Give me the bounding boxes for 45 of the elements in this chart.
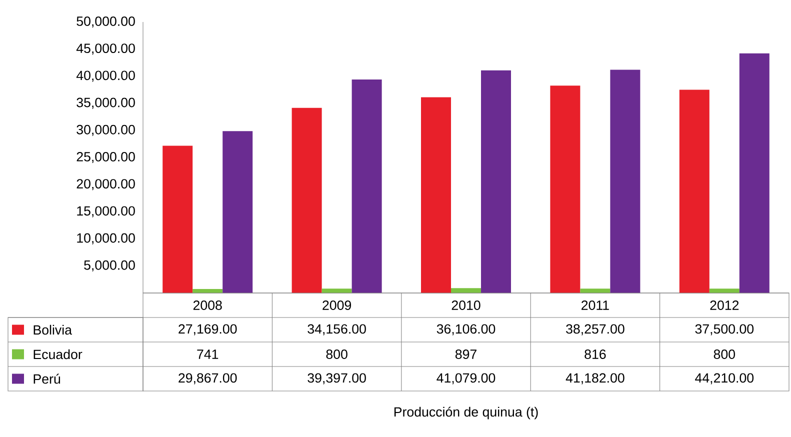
bar — [481, 70, 512, 293]
bar — [292, 108, 322, 293]
data-label: 38,257.00 — [566, 324, 624, 336]
data-label: 41,182.00 — [566, 373, 624, 384]
y-tick-label: 25,000.00 — [76, 152, 135, 164]
data-label: 39,397.00 — [308, 373, 366, 384]
data-label: 29,867.00 — [178, 373, 237, 384]
data-label: 816 — [584, 350, 606, 359]
bar — [679, 90, 710, 293]
data-label: 741 — [197, 350, 218, 359]
x-tick-label: 2009 — [322, 300, 352, 310]
data-label: 34,156.00 — [308, 324, 366, 336]
data-label: 36,106.00 — [436, 324, 496, 336]
bar — [550, 86, 580, 293]
data-label: 27,169.00 — [178, 324, 237, 336]
bar — [352, 79, 382, 293]
bar — [739, 53, 770, 293]
y-tick-label: 15,000.00 — [77, 206, 135, 218]
y-tick-label: 10,000.00 — [77, 233, 135, 244]
x-tick-label: 2012 — [710, 300, 739, 310]
text: Producción de quinua (t) — [394, 406, 538, 420]
data-label: 897 — [455, 350, 476, 359]
bar — [162, 146, 193, 293]
x-tick-label: 2011 — [582, 300, 609, 310]
bar — [421, 97, 452, 293]
data-label: 800 — [326, 350, 348, 359]
y-tick-label: 40,000.00 — [76, 70, 135, 82]
y-tick-label: 5,000.00 — [84, 260, 135, 272]
data-label: 800 — [714, 350, 736, 359]
legend-label: Bolivia — [34, 324, 72, 335]
data-label: 44,210.00 — [695, 373, 754, 384]
bar — [222, 131, 253, 293]
y-tick-label: 35,000.00 — [76, 98, 135, 109]
x-tick-label: 2008 — [193, 300, 222, 310]
y-tick-label: 30,000.00 — [76, 124, 135, 136]
y-tick-label: 50,000.00 — [76, 16, 135, 28]
x-tick-label: 2010 — [452, 300, 480, 310]
legend-label: Ecuador — [34, 349, 82, 360]
data-label: 37,500.00 — [695, 324, 754, 336]
bar — [451, 288, 482, 293]
data-label: 41,079.00 — [436, 373, 496, 384]
y-tick-label: 20,000.00 — [76, 179, 135, 190]
bar — [610, 70, 640, 293]
y-tick-label: 45,000.00 — [76, 44, 135, 55]
legend-label: Perú — [34, 374, 60, 384]
